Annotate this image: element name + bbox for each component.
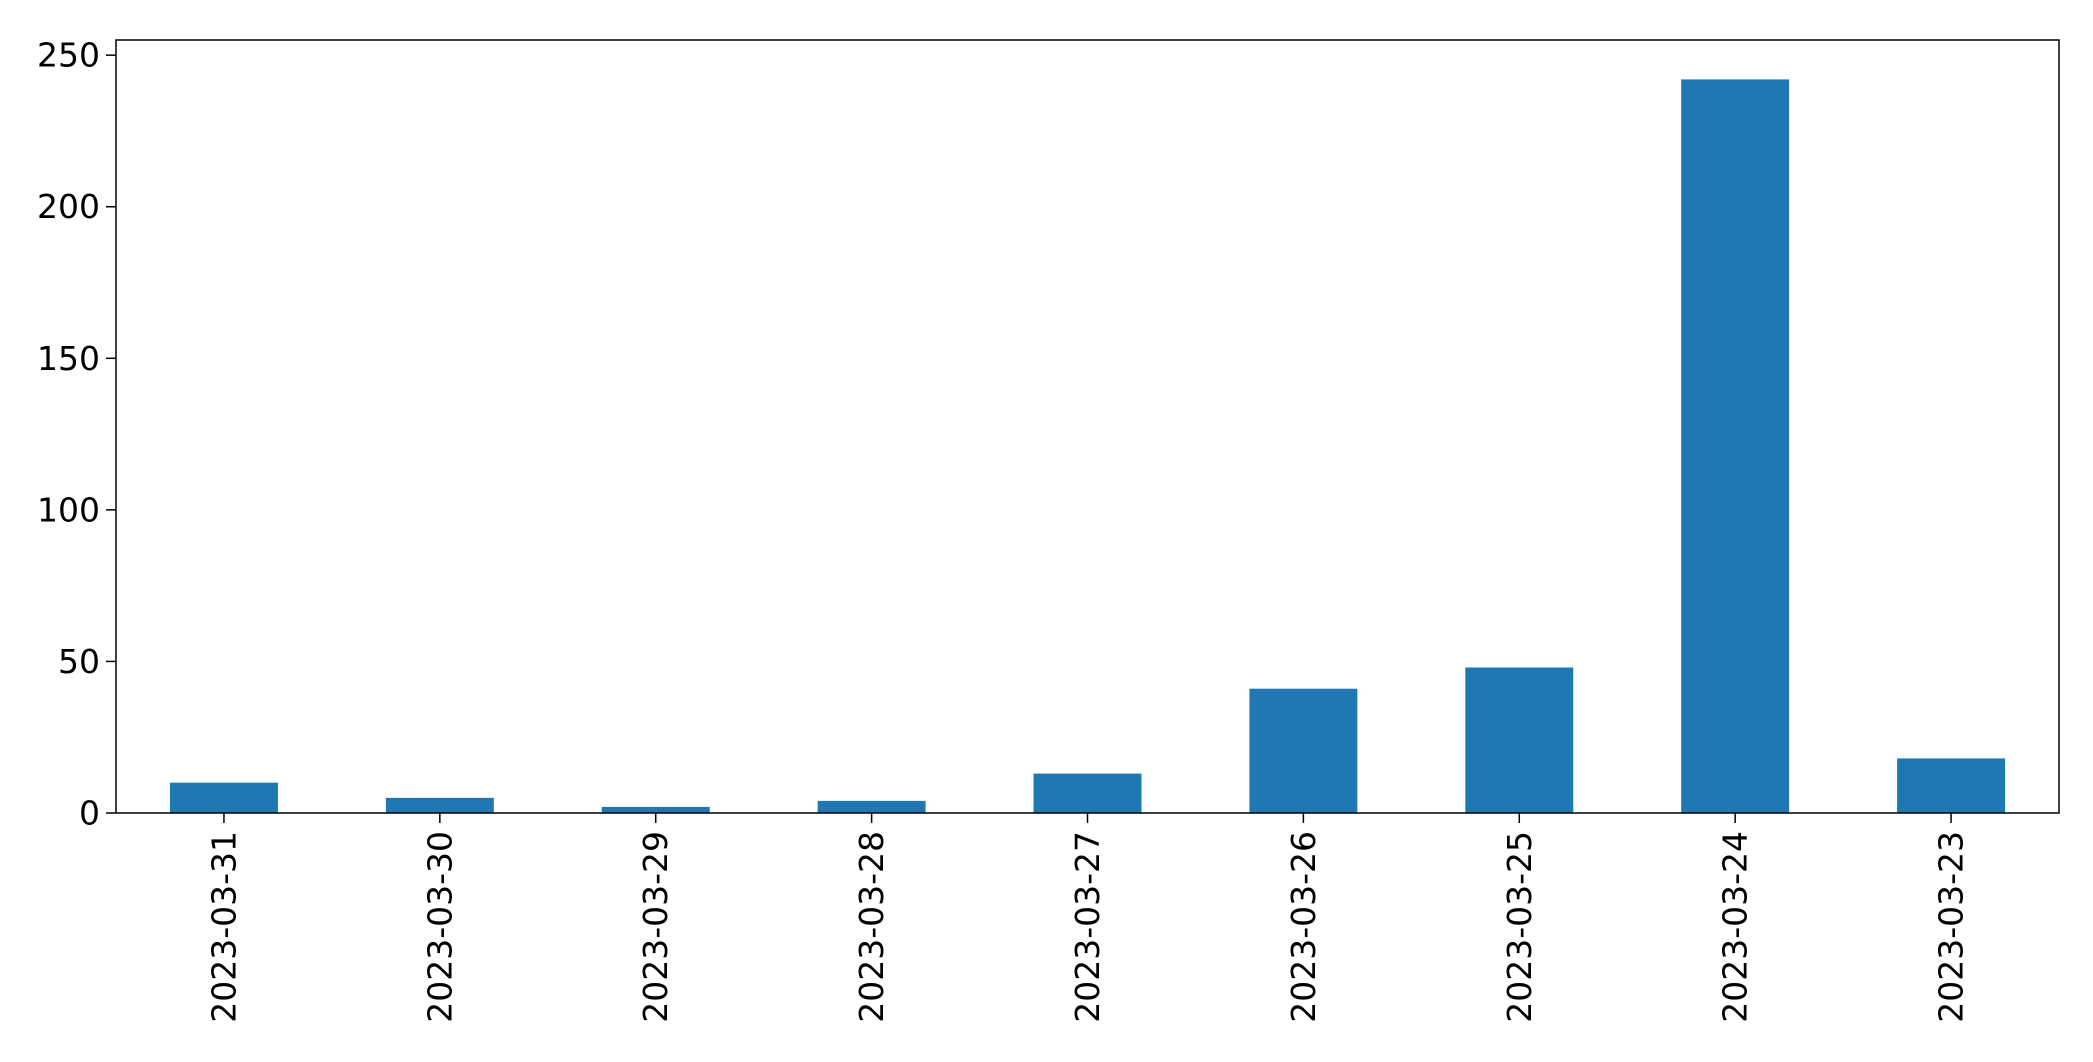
bar-2023-03-27 (1033, 773, 1142, 813)
x-tick-label: 2023-03-23 (1932, 831, 1971, 1023)
x-tick-label: 2023-03-26 (1284, 831, 1323, 1023)
bar-2023-03-25 (1465, 667, 1574, 813)
bar-2023-03-23 (1897, 758, 2006, 813)
x-axis: 2023-03-31 2023-03-30 2023-03-29 2023-03-28… (204, 813, 1971, 1023)
y-tick-label: 150 (37, 339, 100, 378)
bar-2023-03-24 (1681, 79, 1790, 814)
bar-2023-03-30 (385, 797, 494, 813)
x-tick-label: 2023-03-28 (852, 831, 891, 1023)
bar-2023-03-29 (601, 806, 710, 813)
y-tick-label: 250 (37, 36, 100, 75)
bars-group (169, 79, 2006, 814)
y-tick-label: 100 (37, 490, 100, 529)
x-tick-label: 2023-03-27 (1068, 831, 1107, 1023)
x-tick-label: 2023-03-24 (1716, 831, 1755, 1023)
x-tick-label: 2023-03-31 (204, 831, 243, 1023)
bar-2023-03-31 (169, 782, 278, 813)
y-tick-label: 200 (37, 187, 100, 226)
x-tick-label: 2023-03-25 (1500, 831, 1539, 1023)
plot-frame (115, 39, 2060, 814)
y-tick-label: 50 (58, 642, 100, 681)
y-axis: 0 50 100 150 200 250 (37, 36, 116, 833)
bar-2023-03-28 (817, 800, 926, 813)
y-tick-label: 0 (79, 794, 100, 833)
bar-2023-03-26 (1249, 688, 1358, 813)
x-tick-label: 2023-03-29 (636, 831, 675, 1023)
x-tick-label: 2023-03-30 (420, 831, 459, 1023)
